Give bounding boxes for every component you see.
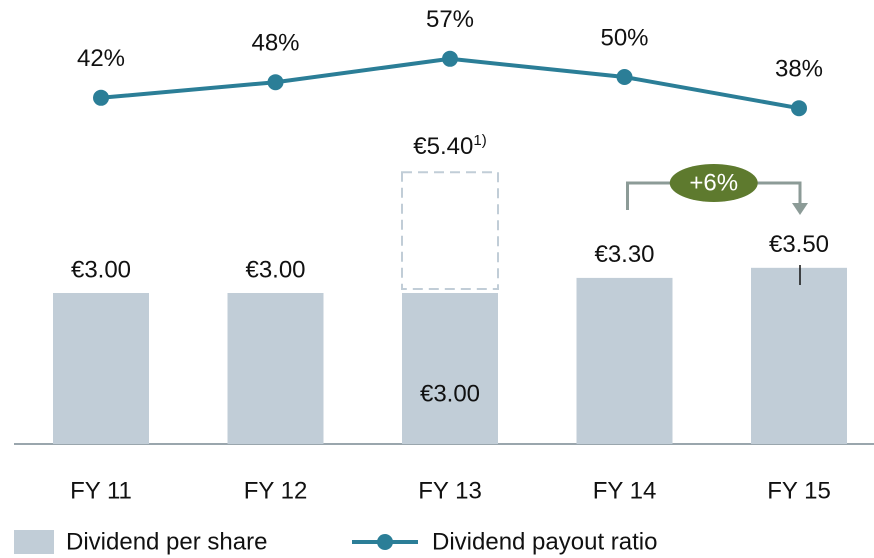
growth-arrowhead: [792, 203, 808, 215]
line-marker: [442, 50, 458, 67]
line-marker: [791, 100, 807, 117]
legend-label: Dividend per share: [66, 528, 267, 555]
annotation-footnote: 1): [473, 132, 486, 149]
bar-value-label: €3.00: [245, 256, 305, 283]
x-tick-label: FY 11: [70, 477, 132, 504]
legend-marker: [377, 534, 393, 550]
annotation-value: €5.40: [413, 134, 473, 161]
growth-pill: [669, 164, 758, 202]
x-tick-label: FY 15: [767, 477, 831, 504]
bar: [751, 267, 847, 444]
line-marker: [267, 74, 284, 91]
bar-value-label: €3.30: [594, 241, 654, 268]
line-value-label: 38%: [775, 56, 823, 83]
bar-value-label: €3.00: [420, 380, 480, 407]
dashed-total: [401, 171, 499, 290]
legend-swatch: [14, 530, 54, 554]
bar-value-label: €3.00: [71, 256, 131, 283]
x-tick-label: FY 14: [593, 477, 657, 504]
line-marker: [616, 69, 633, 85]
line-value-label: 48%: [251, 30, 299, 57]
bar: [402, 293, 498, 444]
bar-value-label: €3.50: [769, 231, 829, 258]
line-marker: [93, 89, 109, 106]
bar: [53, 293, 149, 444]
x-tick-label: FY 13: [418, 477, 482, 504]
line-value-label: 42%: [77, 45, 125, 72]
annotation-label: €5.401): [413, 132, 486, 160]
growth-label: +6%: [689, 169, 738, 196]
line-value-label: 57%: [426, 6, 474, 33]
legend-label: Dividend payout ratio: [432, 528, 657, 555]
line-value-label: 50%: [600, 24, 648, 51]
x-tick-label: FY 12: [244, 477, 308, 504]
bar: [576, 277, 673, 444]
bar: [227, 293, 324, 444]
